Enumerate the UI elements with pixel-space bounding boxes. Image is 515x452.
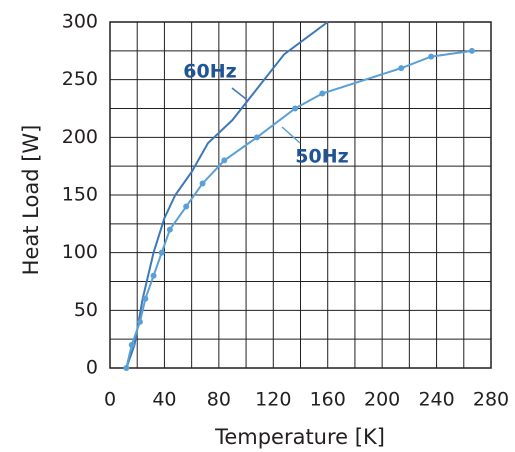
x-tick-label: 0	[104, 389, 116, 411]
x-tick-label: 160	[310, 389, 346, 411]
data-point	[292, 105, 299, 112]
series-line	[125, 49, 473, 369]
data-point	[150, 272, 157, 279]
y-tick-label: 200	[62, 126, 98, 148]
series-label: 60Hz	[183, 61, 236, 83]
label-leader	[281, 126, 301, 144]
y-tick-label: 100	[62, 241, 98, 263]
data-point	[253, 134, 260, 141]
plot-frame	[109, 21, 492, 369]
x-axis-title: Temperature [K]	[214, 425, 385, 449]
y-tick-label: 50	[74, 299, 98, 321]
data-point	[128, 341, 135, 348]
data-point	[398, 65, 405, 72]
series-label: 50Hz	[295, 146, 348, 168]
data-point	[183, 203, 190, 210]
label-leader	[231, 87, 247, 100]
x-tick-label: 240	[418, 389, 454, 411]
y-tick-label: 0	[86, 357, 98, 379]
data-point	[319, 90, 326, 97]
series-line	[125, 21, 329, 369]
data-point	[142, 295, 149, 302]
y-axis-title: Heat Load [W]	[19, 125, 43, 276]
x-tick-label: 280	[473, 389, 509, 411]
data-point	[468, 47, 475, 54]
y-tick-label: 300	[62, 11, 98, 33]
data-point	[166, 226, 173, 233]
x-tick-label: 120	[255, 389, 291, 411]
data-point	[136, 318, 143, 325]
data-point	[221, 157, 228, 164]
data-point	[428, 53, 435, 60]
x-tick-label: 80	[207, 389, 231, 411]
data-point	[123, 365, 130, 371]
x-tick-label: 200	[364, 389, 400, 411]
y-tick-label: 250	[62, 68, 98, 90]
x-tick-label: 40	[152, 389, 176, 411]
data-point	[199, 180, 206, 187]
data-point	[158, 249, 165, 256]
y-tick-label: 150	[62, 184, 98, 206]
